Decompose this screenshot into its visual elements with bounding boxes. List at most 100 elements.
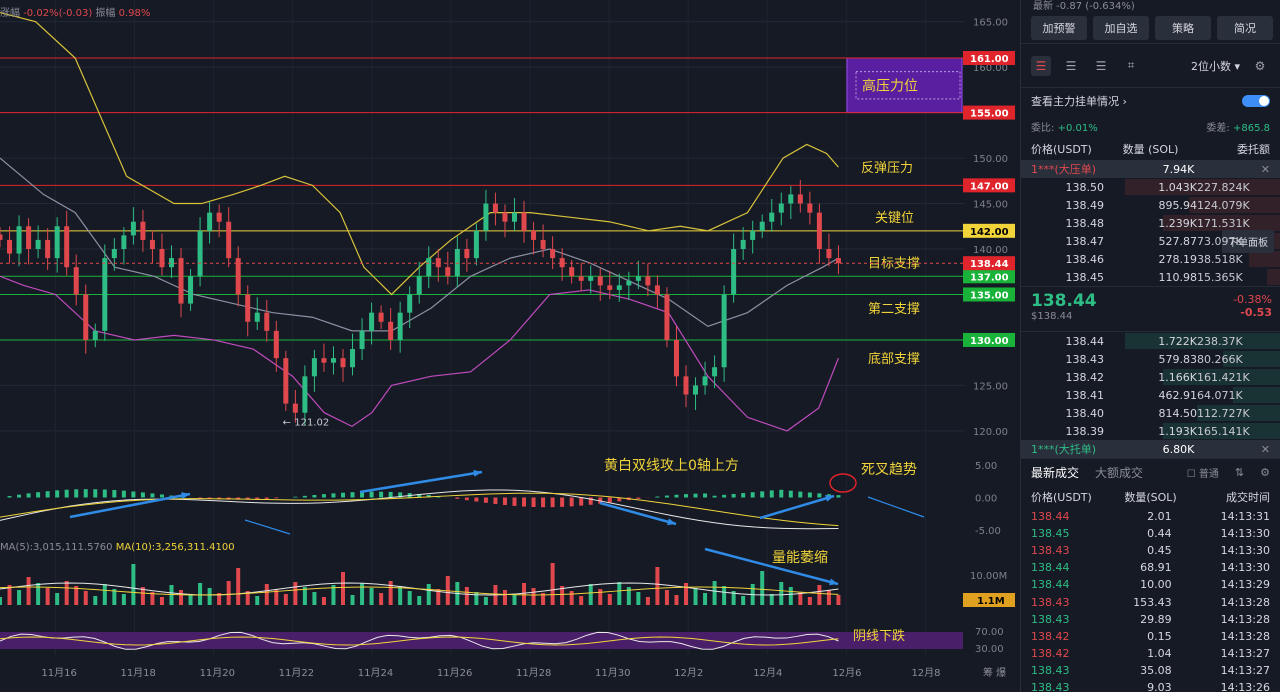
candle-body — [159, 249, 165, 268]
trades-list: 138.44 2.01 14:13:31 138.45 0.44 14:13:30 138.… — [1021, 508, 1280, 692]
macd-histogram-bar — [798, 491, 803, 498]
macd-histogram-bar — [741, 493, 746, 498]
alert-button[interactable]: 加预警 — [1031, 16, 1087, 40]
trade-price: 138.42 — [1031, 629, 1070, 643]
candle-body — [64, 226, 70, 268]
bid-row[interactable]: 138.44 1.722K 238.37K — [1021, 332, 1280, 350]
bid-amount: 112.727K — [1197, 406, 1250, 420]
candle-body — [788, 194, 794, 204]
settings-icon[interactable]: ⚙ — [1260, 466, 1270, 479]
macd-tick-label: -5.00 — [975, 526, 1001, 537]
change-value: -0.02%(-0.03) — [23, 8, 93, 19]
tab-latest-trades[interactable]: 最新成交 — [1031, 466, 1080, 480]
volume-bar — [626, 587, 631, 605]
macd-histogram-bar — [426, 494, 431, 498]
trade-time: 14:13:29 — [1220, 578, 1270, 592]
price-chart[interactable]: 165.00 160.00 155.00 150.00 145.00 140.00 135.… — [0, 0, 1020, 692]
macd-histogram-bar — [722, 494, 727, 498]
depth-link[interactable]: 查看主力挂单情况 › — [1031, 95, 1127, 108]
ask-row[interactable]: 138.48 1.239K 171.531K — [1021, 214, 1280, 232]
price-tick-label: 150.00 — [973, 154, 1008, 165]
ask-row[interactable]: 138.50 1.043K 227.824K — [1021, 178, 1280, 196]
asks-only-icon[interactable]: ☰ — [1095, 58, 1107, 73]
bid-qty: 1.166K — [1158, 370, 1197, 384]
macd-histogram-bar — [350, 492, 355, 498]
big-bid-tag: 1***(大托单) 6.80K ✕ — [1021, 440, 1280, 458]
candle-body — [683, 376, 689, 395]
trade-col-qty[interactable]: 数量(SOL) — [1124, 491, 1177, 504]
close-icon[interactable]: ✕ — [1260, 442, 1270, 456]
macd-histogram-bar — [340, 492, 345, 498]
strategy-button[interactable]: 策略 — [1155, 16, 1211, 40]
macd-arrow-thin — [867, 496, 925, 518]
rsi-tick-label: 30.00 — [975, 644, 1004, 655]
col-amount[interactable]: 委托额 — [1237, 143, 1271, 156]
candle-body — [616, 285, 622, 290]
overview-button[interactable]: 简况 — [1217, 16, 1273, 40]
volume-bar — [169, 585, 174, 605]
ordinary-filter[interactable]: ☐ 普通 — [1186, 469, 1219, 480]
settings-icon[interactable]: ⚙ — [1254, 58, 1266, 73]
volume-bar — [579, 596, 584, 605]
candle-body — [140, 221, 146, 240]
candle-body — [26, 226, 32, 250]
bid-row[interactable]: 138.41 462.91 64.071K — [1021, 386, 1280, 404]
bid-row[interactable]: 138.43 579.83 80.266K — [1021, 350, 1280, 368]
candle-body — [92, 330, 98, 340]
ask-row[interactable]: 138.49 895.94 124.079K — [1021, 196, 1280, 214]
watchlist-button[interactable]: 加自选 — [1093, 16, 1149, 40]
filter-icon[interactable]: ⇅ — [1234, 466, 1245, 479]
price-tick-label: 165.00 — [973, 18, 1008, 29]
panel-topbar: 最新 -0.87 (-0.634%) 加预警 加自选 策略 简况 — [1021, 0, 1280, 44]
candle-body — [235, 258, 241, 295]
volume-bar — [321, 597, 326, 605]
candle-body — [578, 276, 584, 281]
ask-price: 138.48 — [1065, 216, 1105, 230]
ask-row[interactable]: 138.45 110.98 15.365K — [1021, 268, 1280, 286]
candle-body — [511, 212, 517, 222]
price-tick-label: 125.00 — [973, 381, 1008, 392]
order-panel-popup[interactable]: 下单面板 — [1222, 230, 1274, 253]
trade-qty: 153.43 — [1133, 595, 1172, 609]
ask-qty: 1.043K — [1158, 180, 1197, 194]
macd-histogram-bar — [55, 490, 60, 498]
orderbook-toolbar: ☰ ☰ ☰ ⌗ 2位小数 ▾ ⚙ — [1021, 44, 1280, 88]
chart-canvas[interactable]: 165.00 160.00 155.00 150.00 145.00 140.00 135.… — [0, 0, 1020, 692]
ask-depth-bar — [1248, 251, 1280, 267]
date-tick-label: 11月26 — [437, 667, 472, 679]
decimals-select[interactable]: 2位小数 ▾ — [1190, 59, 1240, 73]
bids-only-icon[interactable]: ☰ — [1065, 58, 1077, 73]
trade-qty: 0.45 — [1147, 544, 1172, 558]
bid-row[interactable]: 138.39 1.193K 165.141K — [1021, 422, 1280, 440]
expand-icon[interactable]: ⌗ — [1127, 58, 1135, 72]
ratio-value: +0.01% — [1057, 122, 1098, 134]
bid-row[interactable]: 138.42 1.166K 161.421K — [1021, 368, 1280, 386]
ask-qty: 278.19 — [1158, 252, 1198, 266]
volume-tick-label: 10.00M — [970, 571, 1007, 582]
candle-body — [311, 358, 317, 377]
depth-toggle[interactable] — [1242, 95, 1270, 107]
macd-histogram-bar — [417, 493, 422, 498]
ask-row[interactable]: 138.46 278.19 38.518K — [1021, 250, 1280, 268]
date-tick-label: 11月18 — [120, 667, 155, 679]
tab-big-trades[interactable]: 大额成交 — [1095, 466, 1144, 480]
date-tick-label: 12月8 — [911, 667, 940, 679]
ask-row[interactable]: 138.47 527.87 73.097K — [1021, 232, 1280, 250]
ordinary-label: 普通 — [1198, 469, 1219, 480]
macd-histogram-bar — [560, 497, 565, 507]
level-label: 130.00 — [970, 336, 1009, 347]
volume-bar — [388, 581, 393, 605]
close-icon[interactable]: ✕ — [1260, 162, 1270, 176]
macd-histogram-bar — [588, 497, 593, 505]
candle-body — [454, 249, 460, 277]
macd-histogram-bar — [617, 497, 622, 502]
volume-arrow — [704, 547, 839, 586]
macd-histogram-bar — [17, 494, 22, 498]
both-sides-icon[interactable]: ☰ — [1031, 55, 1051, 76]
volume-bar — [636, 592, 641, 605]
ask-price: 138.49 — [1065, 198, 1105, 212]
rsi-annotation: 阴线下跌 — [853, 628, 905, 644]
bid-row[interactable]: 138.40 814.50 112.727K — [1021, 404, 1280, 422]
col-qty[interactable]: 数量 (SOL) — [1122, 143, 1179, 156]
volume-bar — [283, 594, 288, 605]
